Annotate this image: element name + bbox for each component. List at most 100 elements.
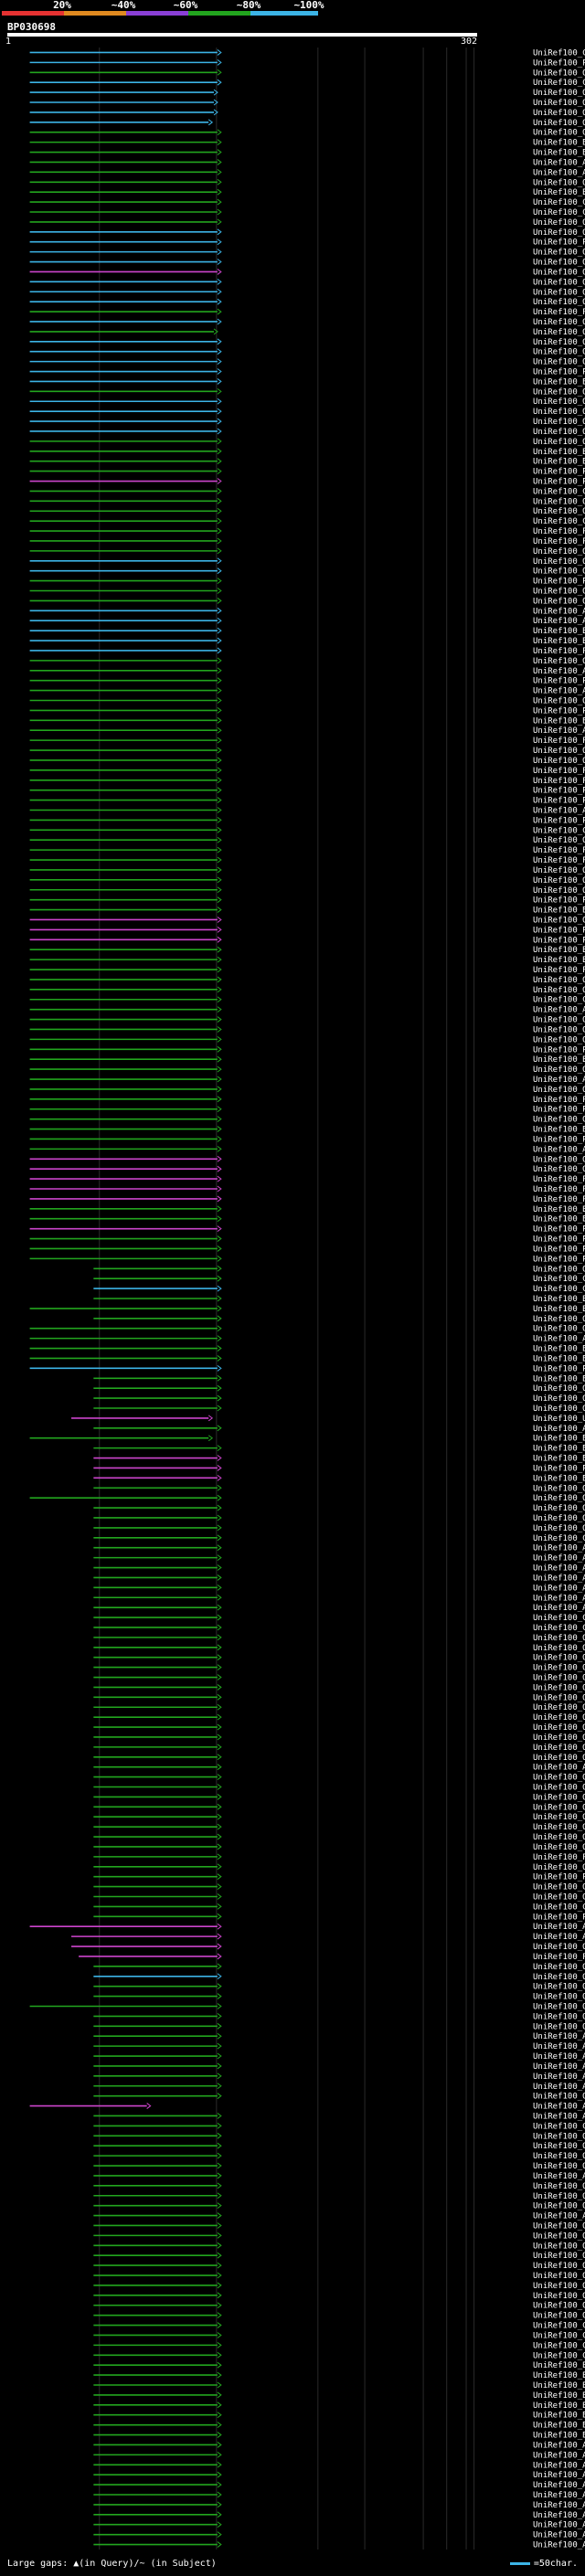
hit-label: UniRef100_Q41787 [533, 757, 585, 766]
hit-label: UniRef100_A8MJB1 [533, 2541, 585, 2550]
hit-label: UniRef100_Q21DE4 [533, 2242, 585, 2251]
hit-label: UniRef100_Q64445 [533, 228, 585, 238]
hit-arrow [217, 1096, 222, 1103]
hit-arrow [217, 1445, 222, 1452]
hit-arrow [217, 936, 222, 943]
hit-label: UniRef100_A4GRK5 [533, 2062, 585, 2072]
hit-label: UniRef100_A4GF13 [533, 2042, 585, 2051]
hit-label: UniRef100_Q41449 [533, 2192, 585, 2201]
hit-label: UniRef100_A9WTH7 [533, 2172, 585, 2181]
hit-arrow [217, 856, 222, 864]
hit-arrow [217, 2501, 222, 2508]
hit-label: UniRef100_Q1XLZ3 [533, 109, 585, 118]
hit-label: UniRef100_B6STN4 [533, 906, 585, 916]
hit-arrow [217, 617, 222, 624]
hit-arrow [217, 1973, 222, 1980]
hit-arrow [217, 2351, 222, 2359]
hit-label: UniRef100_C9PAQ4 [533, 1285, 585, 1294]
hit-label: UniRef100_A3FPF0 [533, 1923, 585, 1932]
hit-label: UniRef100_Q9LK20 [533, 2162, 585, 2171]
hit-label: UniRef100_A9PFW7 [533, 2471, 585, 2480]
hit-label: UniRef100_Q39141 [533, 986, 585, 995]
hit-arrow [217, 537, 222, 545]
hit-label: UniRef100_B1PL26 [533, 1474, 585, 1483]
hit-label: UniRef100_P06159 [533, 537, 585, 546]
hit-label: UniRef100_A9CS59 [533, 687, 585, 696]
hit-arrow [217, 208, 222, 216]
hit-arrow [217, 1634, 222, 1641]
hit-arrow [217, 707, 222, 714]
hit-arrow [217, 1953, 222, 1960]
hit-label: UniRef100_Q4VV58 [533, 1774, 585, 1783]
hit-arrow [217, 1774, 222, 1780]
hit-label: UniRef100_Q4VV50 [533, 1823, 585, 1832]
hit-arrow [217, 2312, 222, 2319]
scale-legend: =50char. [509, 2559, 578, 2569]
hit-label: UniRef100_Q39842 [533, 218, 585, 228]
hit-label: UniRef100_Q39142 [533, 418, 585, 427]
hit-label: UniRef100_B6T1H1 [533, 2391, 585, 2401]
hit-label: UniRef100_Q32291 [533, 507, 585, 516]
hit-arrow [217, 1933, 222, 1940]
hit-arrow [217, 767, 222, 774]
hit-arrow [217, 1703, 222, 1711]
hit-label: UniRef100_P12470 [533, 1185, 585, 1194]
hit-label: UniRef100_Q10HC5 [533, 2282, 585, 2291]
hit-arrow [217, 1155, 222, 1162]
hit-arrow [146, 2103, 152, 2109]
hit-label: UniRef100_Q41427 [533, 288, 585, 297]
hit-label: UniRef100_Q9M5Q2 [533, 1155, 585, 1164]
hit-label: UniRef100_P08963 [533, 797, 585, 806]
hit-arrow [217, 259, 222, 265]
legend-swatch-orange [64, 11, 126, 16]
hit-label: UniRef100_B9SQ22 [533, 1295, 585, 1304]
scale-swatch [509, 2561, 530, 2565]
hit-label: UniRef100_A9NBU8 [533, 2531, 585, 2540]
hit-label: UniRef100_A9PK14 [533, 617, 585, 626]
hit-label: UniRef100_Q5CDX8 [533, 1973, 585, 1982]
hit-arrow [217, 1246, 222, 1252]
hit-label: UniRef100_Q4VV56 [533, 1784, 585, 1793]
hit-label: UniRef100_B6ZFX3 [533, 1445, 585, 1454]
hit-arrow [217, 886, 222, 894]
hit-arrow [217, 588, 222, 594]
hit-label: UniRef100_Q04685 [533, 747, 585, 756]
hit-arrow [217, 1594, 222, 1601]
hit-arrow [217, 926, 222, 933]
hit-label: UniRef100_A9NMZ3 [533, 2481, 585, 2490]
hit-label: UniRef100_Q39768 [533, 1384, 585, 1394]
hit-label: UniRef100_B5S155 [533, 139, 585, 148]
hit-arrow [217, 1425, 222, 1432]
query-bar [7, 33, 477, 37]
hit-label: UniRef100_C6T8R2 [533, 208, 585, 217]
hit-arrow [217, 378, 222, 385]
hit-label: UniRef100_A9R522 [533, 2451, 585, 2460]
hit-arrow [217, 2381, 222, 2389]
hit-label: UniRef100_P09755 [533, 1364, 585, 1373]
hit-label: UniRef100_A9PJH7 [533, 2461, 585, 2470]
hit-arrow [217, 1873, 222, 1881]
hit-label: UniRef100_Q19UF9 [533, 2262, 585, 2271]
hit-label: UniRef100_Q64448 [533, 438, 585, 447]
hit-arrow [217, 527, 222, 535]
hit-label: UniRef100_Q64449 [533, 916, 585, 925]
hit-label: UniRef100_Q64444 [533, 249, 585, 258]
hit-arrow [217, 1136, 222, 1142]
hit-label: UniRef100_Q41422 [533, 348, 585, 357]
hit-label: UniRef100_Q8S8T1 [533, 547, 585, 557]
hit-arrow [217, 2531, 222, 2539]
hit-label: UniRef100_A9PBK2 [533, 607, 585, 616]
hit-arrow [217, 1833, 222, 1840]
hit-arrow [217, 149, 222, 155]
hit-label: UniRef100_Q4VV47 [533, 1833, 585, 1842]
hit-arrow [217, 607, 222, 614]
hit-label: UniRef100_Q1EP00 [533, 2252, 585, 2261]
hit-arrow [217, 139, 222, 146]
hit-arrow [217, 1335, 222, 1342]
hit-arrow [217, 1903, 222, 1910]
hit-label: UniRef100_Q4VV60 [533, 1664, 585, 1673]
hit-arrow [217, 1275, 222, 1282]
hit-arrow [217, 2192, 222, 2200]
hit-label: UniRef100_P04780 [533, 1096, 585, 1105]
hit-arrow [217, 1215, 222, 1223]
